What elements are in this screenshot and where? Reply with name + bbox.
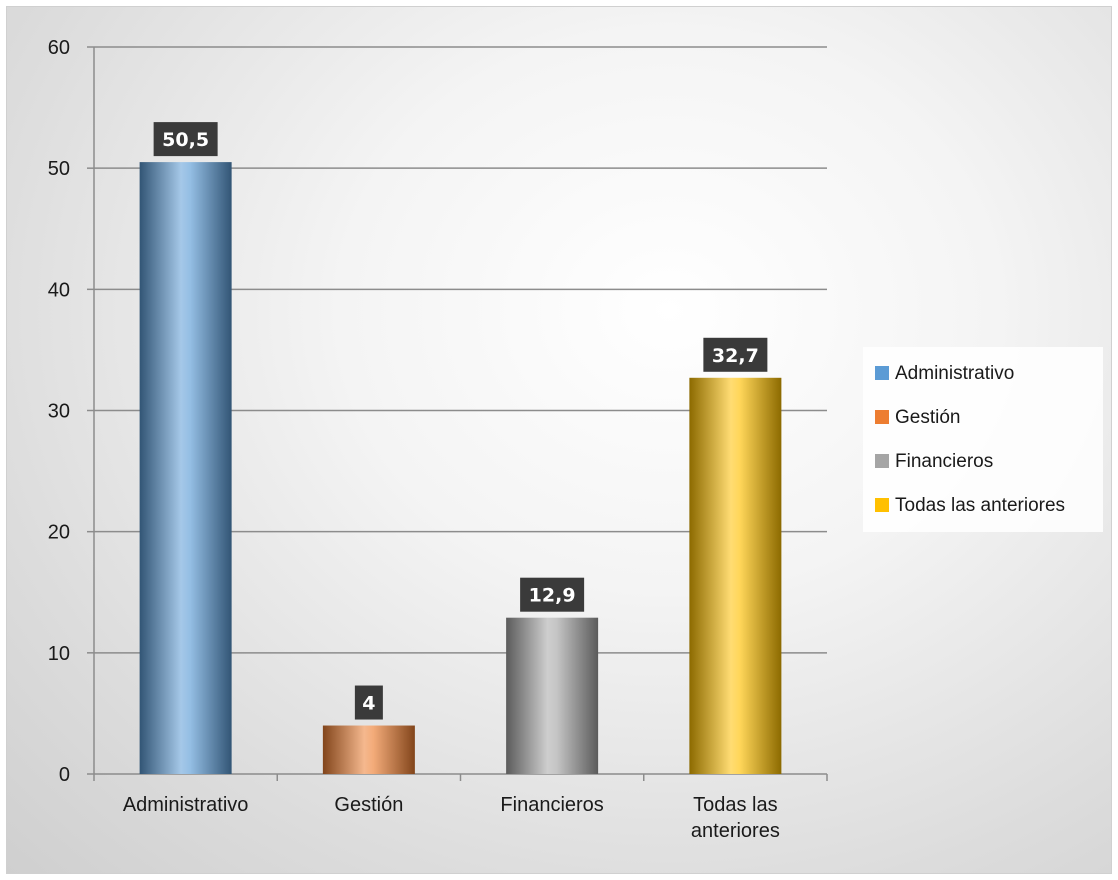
y-tick-label-60: 60 <box>48 37 70 59</box>
y-tick-label-10: 10 <box>48 643 70 665</box>
bar-financieros <box>506 617 599 774</box>
y-tick-label-20: 20 <box>48 522 70 544</box>
data-label-administrativo: 50,5 <box>162 129 209 151</box>
data-label-box-gestion <box>354 685 383 720</box>
legend-swatch-administrativo <box>875 366 889 380</box>
legend-label-todas-las-anteriores: Todas las anteriores <box>895 495 1065 516</box>
legend-swatch-gestion <box>875 410 889 424</box>
bar-chart: 0 10 20 30 40 50 60 Administrativo Gestión Financ… <box>48 37 1103 842</box>
bar-gestion <box>322 725 415 774</box>
legend-swatch-financieros <box>875 454 889 468</box>
x-tick-label-administrativo: Administrativo <box>123 794 249 816</box>
data-label-box-administrativo <box>153 122 218 157</box>
chart-frame: 0 10 20 30 40 50 60 Administrativo Gestión Financ… <box>6 6 1112 874</box>
bar-administrativo <box>139 162 232 774</box>
y-tick-label-40: 40 <box>48 279 70 301</box>
legend: Administrativo Gestión Financieros Todas la… <box>863 347 1103 532</box>
legend-label-administrativo: Administrativo <box>895 363 1014 384</box>
data-label-financieros: 12,9 <box>529 585 576 607</box>
data-labels: 50,5 4 12,9 32,7 <box>153 122 768 720</box>
legend-label-gestion: Gestión <box>895 407 960 428</box>
data-label-todas-las-anteriores: 32,7 <box>712 345 759 367</box>
bar-todas-las-anteriores <box>689 377 782 774</box>
data-label-box-financieros <box>520 577 585 612</box>
x-tick-label-financieros: Financieros <box>500 794 603 816</box>
x-tick-label-gestion: Gestión <box>334 794 403 816</box>
y-tick-label-50: 50 <box>48 158 70 180</box>
data-label-gestion: 4 <box>362 693 375 715</box>
data-label-box-todas-las-anteriores <box>703 337 768 372</box>
legend-label-financieros: Financieros <box>895 451 993 472</box>
x-tick-label-todas-las-anteriores: Todas las anteriores <box>691 794 780 842</box>
bars <box>139 162 782 774</box>
y-tick-label-0: 0 <box>59 764 70 786</box>
legend-swatch-todas-las-anteriores <box>875 498 889 512</box>
legend-box <box>863 347 1103 532</box>
y-tick-label-30: 30 <box>48 401 70 423</box>
